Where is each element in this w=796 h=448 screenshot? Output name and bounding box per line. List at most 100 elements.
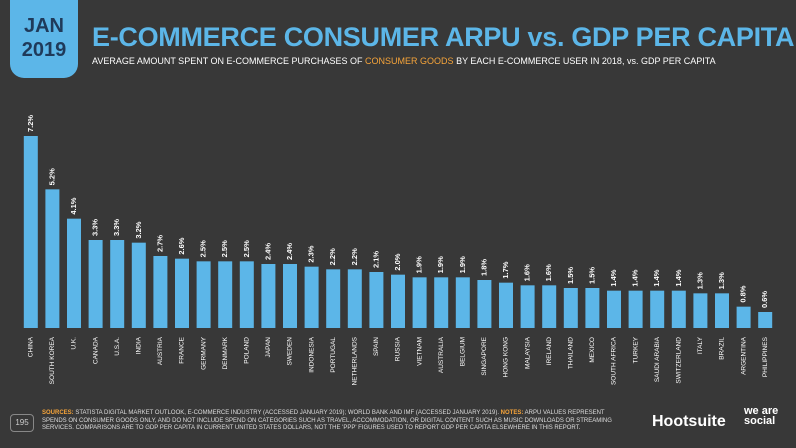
x-tick-label: TURKEY bbox=[632, 336, 639, 363]
value-label: 2.4% bbox=[263, 243, 272, 260]
x-tick-label: SINGAPORE bbox=[481, 336, 488, 375]
brand-logo: Hootsuite bbox=[652, 413, 726, 430]
bar bbox=[758, 312, 773, 328]
bar bbox=[304, 266, 319, 328]
bar bbox=[542, 285, 557, 328]
x-tick-label: GERMANY bbox=[200, 336, 207, 370]
bar bbox=[175, 258, 189, 328]
bar bbox=[153, 256, 168, 328]
badge-month: JAN bbox=[23, 15, 64, 37]
value-label: 2.2% bbox=[350, 248, 359, 265]
bar bbox=[67, 218, 81, 328]
x-tick-label: SPAIN bbox=[373, 337, 380, 356]
bar bbox=[563, 288, 578, 328]
bar bbox=[628, 290, 643, 328]
bar bbox=[499, 282, 513, 328]
page-number: 195 bbox=[10, 414, 34, 432]
x-tick-label: THAILAND bbox=[568, 337, 575, 369]
x-tick-label: FRANCE bbox=[179, 336, 186, 363]
bar bbox=[693, 293, 708, 328]
chart-title: E-COMMERCE CONSUMER ARPU vs. GDP PER CAP… bbox=[92, 22, 795, 52]
x-tick-label: JAPAN bbox=[265, 337, 272, 358]
value-label: 1.9% bbox=[415, 256, 424, 273]
bar bbox=[607, 290, 621, 328]
value-label: 2.0% bbox=[393, 253, 402, 270]
value-label: 1.9% bbox=[436, 256, 445, 273]
notes-label: NOTES: bbox=[500, 410, 524, 416]
value-label: 1.8% bbox=[479, 259, 488, 276]
x-tick-label: SWITZERLAND bbox=[676, 337, 683, 384]
x-tick-label: NETHERLANDS bbox=[352, 336, 359, 385]
x-tick-label: BELGIUM bbox=[460, 337, 467, 366]
value-label: 1.6% bbox=[544, 264, 553, 281]
x-tick-label: ARGENTINA bbox=[740, 336, 747, 375]
subtitle-text: AVERAGE AMOUNT SPENT ON E-COMMERCE PURCH… bbox=[92, 56, 366, 66]
x-tick-label: BRAZIL bbox=[719, 337, 726, 360]
bar bbox=[347, 269, 362, 328]
bar bbox=[412, 277, 427, 328]
value-label: 1.5% bbox=[566, 267, 575, 284]
bar bbox=[715, 293, 729, 328]
value-label: 2.5% bbox=[220, 240, 229, 257]
bar bbox=[650, 290, 665, 328]
value-label: 2.3% bbox=[307, 245, 316, 262]
subtitle-text: BY EACH E-COMMERCE USER IN 2018, vs. GDP… bbox=[453, 56, 716, 66]
bar bbox=[369, 272, 384, 328]
x-tick-label: MEXICO bbox=[589, 337, 596, 363]
value-label: 2.5% bbox=[199, 240, 208, 257]
x-tick-label: INDIA bbox=[136, 336, 143, 354]
value-label: 1.6% bbox=[523, 264, 532, 281]
x-tick-label: SOUTH KOREA bbox=[49, 336, 56, 384]
bar bbox=[196, 261, 211, 328]
notes-text: STATISTA DIGITAL MARKET OUTLOOK, E-COMME… bbox=[73, 410, 501, 416]
value-label: 0.6% bbox=[760, 291, 769, 308]
bar bbox=[391, 274, 405, 328]
value-label: 1.3% bbox=[695, 272, 704, 289]
bar bbox=[326, 269, 341, 328]
value-label: 2.1% bbox=[371, 251, 380, 268]
value-label: 0.8% bbox=[739, 285, 748, 302]
date-badge: JAN 2019 bbox=[10, 0, 78, 78]
bar bbox=[520, 285, 535, 328]
x-tick-label: PORTUGAL bbox=[330, 337, 337, 373]
x-tick-label: MALAYSIA bbox=[524, 336, 531, 369]
value-label: 3.2% bbox=[134, 221, 143, 238]
bar bbox=[671, 290, 686, 328]
x-tick-label: DENMARK bbox=[222, 336, 229, 369]
x-tick-label: VIETNAM bbox=[416, 337, 423, 366]
value-label: 1.4% bbox=[652, 269, 661, 286]
x-tick-label: CANADA bbox=[92, 336, 99, 364]
subtitle-highlight: CONSUMER GOODS bbox=[365, 56, 454, 66]
value-label: 1.9% bbox=[458, 256, 467, 273]
value-label: 2.7% bbox=[155, 235, 164, 252]
x-tick-label: SAUDI ARABIA bbox=[654, 336, 661, 382]
bar bbox=[45, 189, 60, 328]
value-label: 1.3% bbox=[717, 272, 726, 289]
x-tick-label: PHILIPPINES bbox=[762, 336, 769, 377]
x-tick-label: RUSSIA bbox=[395, 336, 402, 361]
bar bbox=[283, 264, 297, 328]
bar bbox=[261, 264, 276, 328]
value-label: 1.4% bbox=[631, 269, 640, 286]
chart-subtitle: AVERAGE AMOUNT SPENT ON E-COMMERCE PURCH… bbox=[92, 56, 716, 66]
x-tick-label: AUSTRIA bbox=[157, 336, 164, 365]
value-label: 2.4% bbox=[285, 243, 294, 260]
bar bbox=[434, 277, 449, 328]
bar bbox=[88, 240, 103, 328]
value-label: 3.3% bbox=[91, 219, 100, 236]
x-tick-label: ITALY bbox=[697, 336, 704, 354]
value-label: 1.4% bbox=[609, 269, 618, 286]
x-tick-label: U.S.A. bbox=[114, 337, 121, 356]
x-tick-label: SOUTH AFRICA bbox=[611, 336, 618, 385]
value-label: 5.2% bbox=[47, 168, 56, 185]
badge-year: 2019 bbox=[21, 39, 67, 61]
bar bbox=[477, 280, 492, 328]
value-label: 1.5% bbox=[587, 267, 596, 284]
bar bbox=[239, 261, 254, 328]
value-label: 7.2% bbox=[26, 115, 35, 132]
bar bbox=[218, 261, 233, 328]
bar bbox=[736, 306, 751, 328]
bar bbox=[23, 136, 38, 328]
